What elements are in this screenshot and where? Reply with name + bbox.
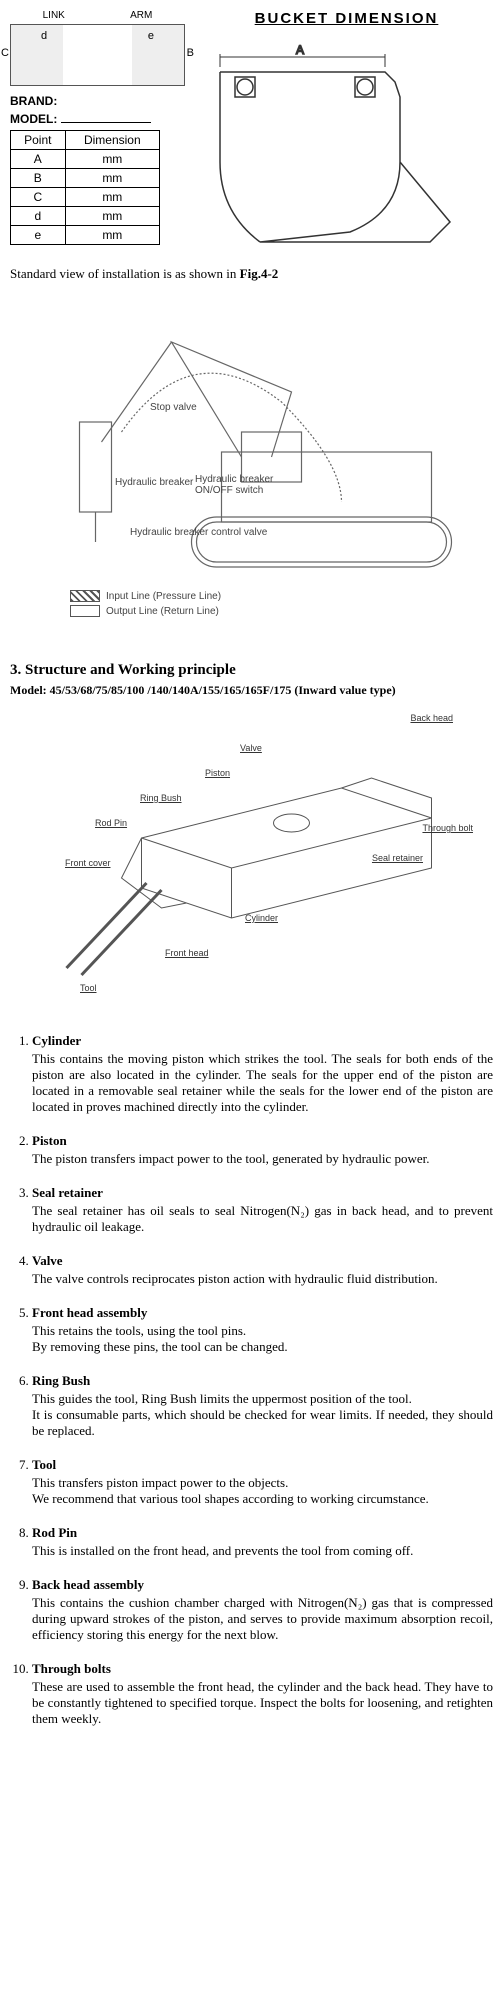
- stop-valve-label: Stop valve: [150, 402, 197, 413]
- table-cell: e: [11, 226, 66, 245]
- empty-swatch-icon: [70, 605, 100, 617]
- bucket-drawing: A: [200, 42, 460, 252]
- part-body: The seal retainer has oil seals to seal …: [32, 1203, 493, 1235]
- brand-label: BRAND:: [10, 94, 185, 108]
- table-cell: mm: [65, 188, 159, 207]
- through-bolt-label: Through bolt: [422, 823, 473, 833]
- ring-bush-label: Ring Bush: [140, 793, 182, 803]
- dim-b-label: B: [187, 47, 194, 59]
- table-cell: mm: [65, 169, 159, 188]
- part-title: Back head assembly: [32, 1577, 144, 1592]
- part-item-piston: Piston The piston transfers impact power …: [32, 1133, 493, 1167]
- table-cell: mm: [65, 207, 159, 226]
- part-body: The valve controls reciprocates piston a…: [32, 1271, 493, 1287]
- table-cell: C: [11, 188, 66, 207]
- control-valve-label: Hydraulic breaker control valve: [130, 527, 267, 538]
- part-title: Cylinder: [32, 1033, 81, 1048]
- part-body: This contains the moving piston which st…: [32, 1051, 493, 1115]
- standard-view-text: Standard view of installation is as show…: [10, 266, 493, 282]
- left-column: LINK ARM C d e B BRAND: MODEL: Point Dim…: [10, 10, 185, 256]
- part-title: Tool: [32, 1457, 56, 1472]
- dim-c-label: C: [1, 47, 9, 59]
- part-body: This transfers piston impact power to th…: [32, 1475, 493, 1507]
- dim-th-point: Point: [11, 131, 66, 150]
- input-line-label: Input Line (Pressure Line): [106, 591, 221, 602]
- part-item-rod-pin: Rod Pin This is installed on the front he…: [32, 1525, 493, 1559]
- part-body: These are used to assemble the front hea…: [32, 1679, 493, 1727]
- rod-pin-label: Rod Pin: [95, 818, 127, 828]
- dim-e-label: e: [148, 30, 154, 42]
- table-cell: B: [11, 169, 66, 188]
- part-title: Rod Pin: [32, 1525, 77, 1540]
- onoff-switch-label: Hydraulic breaker ON/OFF switch: [195, 474, 273, 496]
- part-item-back-head: Back head assembly This contains the cush…: [32, 1577, 493, 1643]
- front-head-label: Front head: [165, 948, 209, 958]
- dim-th-dimension: Dimension: [65, 131, 159, 150]
- part-body: This contains the cushion chamber charge…: [32, 1595, 493, 1643]
- part-title: Piston: [32, 1133, 67, 1148]
- part-item-front-head: Front head assembly This retains the tool…: [32, 1305, 493, 1355]
- part-title: Through bolts: [32, 1661, 111, 1676]
- part-body: The piston transfers impact power to the…: [32, 1151, 493, 1167]
- back-head-label: Back head: [410, 713, 453, 723]
- piston-label: Piston: [205, 768, 230, 778]
- excavator-diagram: Stop valve Hydraulic breaker Hydraulic b…: [10, 302, 493, 642]
- part-item-ring-bush: Ring Bush This guides the tool, Ring Bush…: [32, 1373, 493, 1439]
- dim-a-label: A: [296, 43, 304, 57]
- part-title: Front head assembly: [32, 1305, 147, 1320]
- model-label: MODEL:: [10, 112, 185, 126]
- table-cell: mm: [65, 150, 159, 169]
- legend-input-line: Input Line (Pressure Line): [70, 590, 221, 602]
- hatch-swatch-icon: [70, 590, 100, 602]
- arm-label: ARM: [130, 10, 152, 21]
- right-column: BUCKET DIMENSION A: [200, 10, 493, 256]
- std-text-fig: Fig.4-2: [240, 266, 279, 281]
- model-label-text: MODEL:: [10, 112, 57, 126]
- part-body: This is installed on the front head, and…: [32, 1543, 493, 1559]
- cylinder-label: Cylinder: [245, 913, 278, 923]
- part-body: This guides the tool, Ring Bush limits t…: [32, 1391, 493, 1439]
- structure-diagram: Back head Valve Piston Ring Bush Rod Pin…: [10, 708, 493, 1008]
- section-3-heading: 3. Structure and Working principle: [10, 662, 493, 679]
- tool-label: Tool: [80, 983, 97, 993]
- part-item-seal-retainer: Seal retainer The seal retainer has oil s…: [32, 1185, 493, 1235]
- table-cell: mm: [65, 226, 159, 245]
- table-cell: A: [11, 150, 66, 169]
- front-cover-label: Front cover: [65, 858, 111, 868]
- link-arm-diagram: C d e B: [10, 24, 185, 86]
- table-cell: d: [11, 207, 66, 226]
- legend-output-line: Output Line (Return Line): [70, 605, 221, 617]
- part-item-tool: Tool This transfers piston impact power t…: [32, 1457, 493, 1507]
- dimension-table: Point Dimension Amm Bmm Cmm dmm emm: [10, 130, 160, 245]
- part-item-cylinder: Cylinder This contains the moving piston …: [32, 1033, 493, 1115]
- model-blank-line: [61, 122, 151, 123]
- hydraulic-breaker-label: Hydraulic breaker: [115, 477, 193, 488]
- part-item-valve: Valve The valve controls reciprocates pis…: [32, 1253, 493, 1287]
- bucket-dimension-section: LINK ARM C d e B BRAND: MODEL: Point Dim…: [10, 10, 493, 256]
- part-title: Seal retainer: [32, 1185, 103, 1200]
- part-title: Valve: [32, 1253, 63, 1268]
- output-line-label: Output Line (Return Line): [106, 606, 219, 617]
- part-item-through-bolts: Through bolts These are used to assemble …: [32, 1661, 493, 1727]
- excavator-svg: [10, 302, 493, 582]
- valve-label: Valve: [240, 743, 262, 753]
- link-label: LINK: [43, 10, 65, 21]
- bucket-dimension-title: BUCKET DIMENSION: [200, 10, 493, 27]
- part-body: This retains the tools, using the tool p…: [32, 1323, 493, 1355]
- seal-retainer-label: Seal retainer: [372, 853, 423, 863]
- part-title: Ring Bush: [32, 1373, 90, 1388]
- model-list-text: Model: 45/53/68/75/85/100 /140/140A/155/…: [10, 683, 493, 698]
- dim-d-label: d: [41, 30, 47, 42]
- parts-list: Cylinder This contains the moving piston …: [10, 1033, 493, 1727]
- std-text-prefix: Standard view of installation is as show…: [10, 266, 240, 281]
